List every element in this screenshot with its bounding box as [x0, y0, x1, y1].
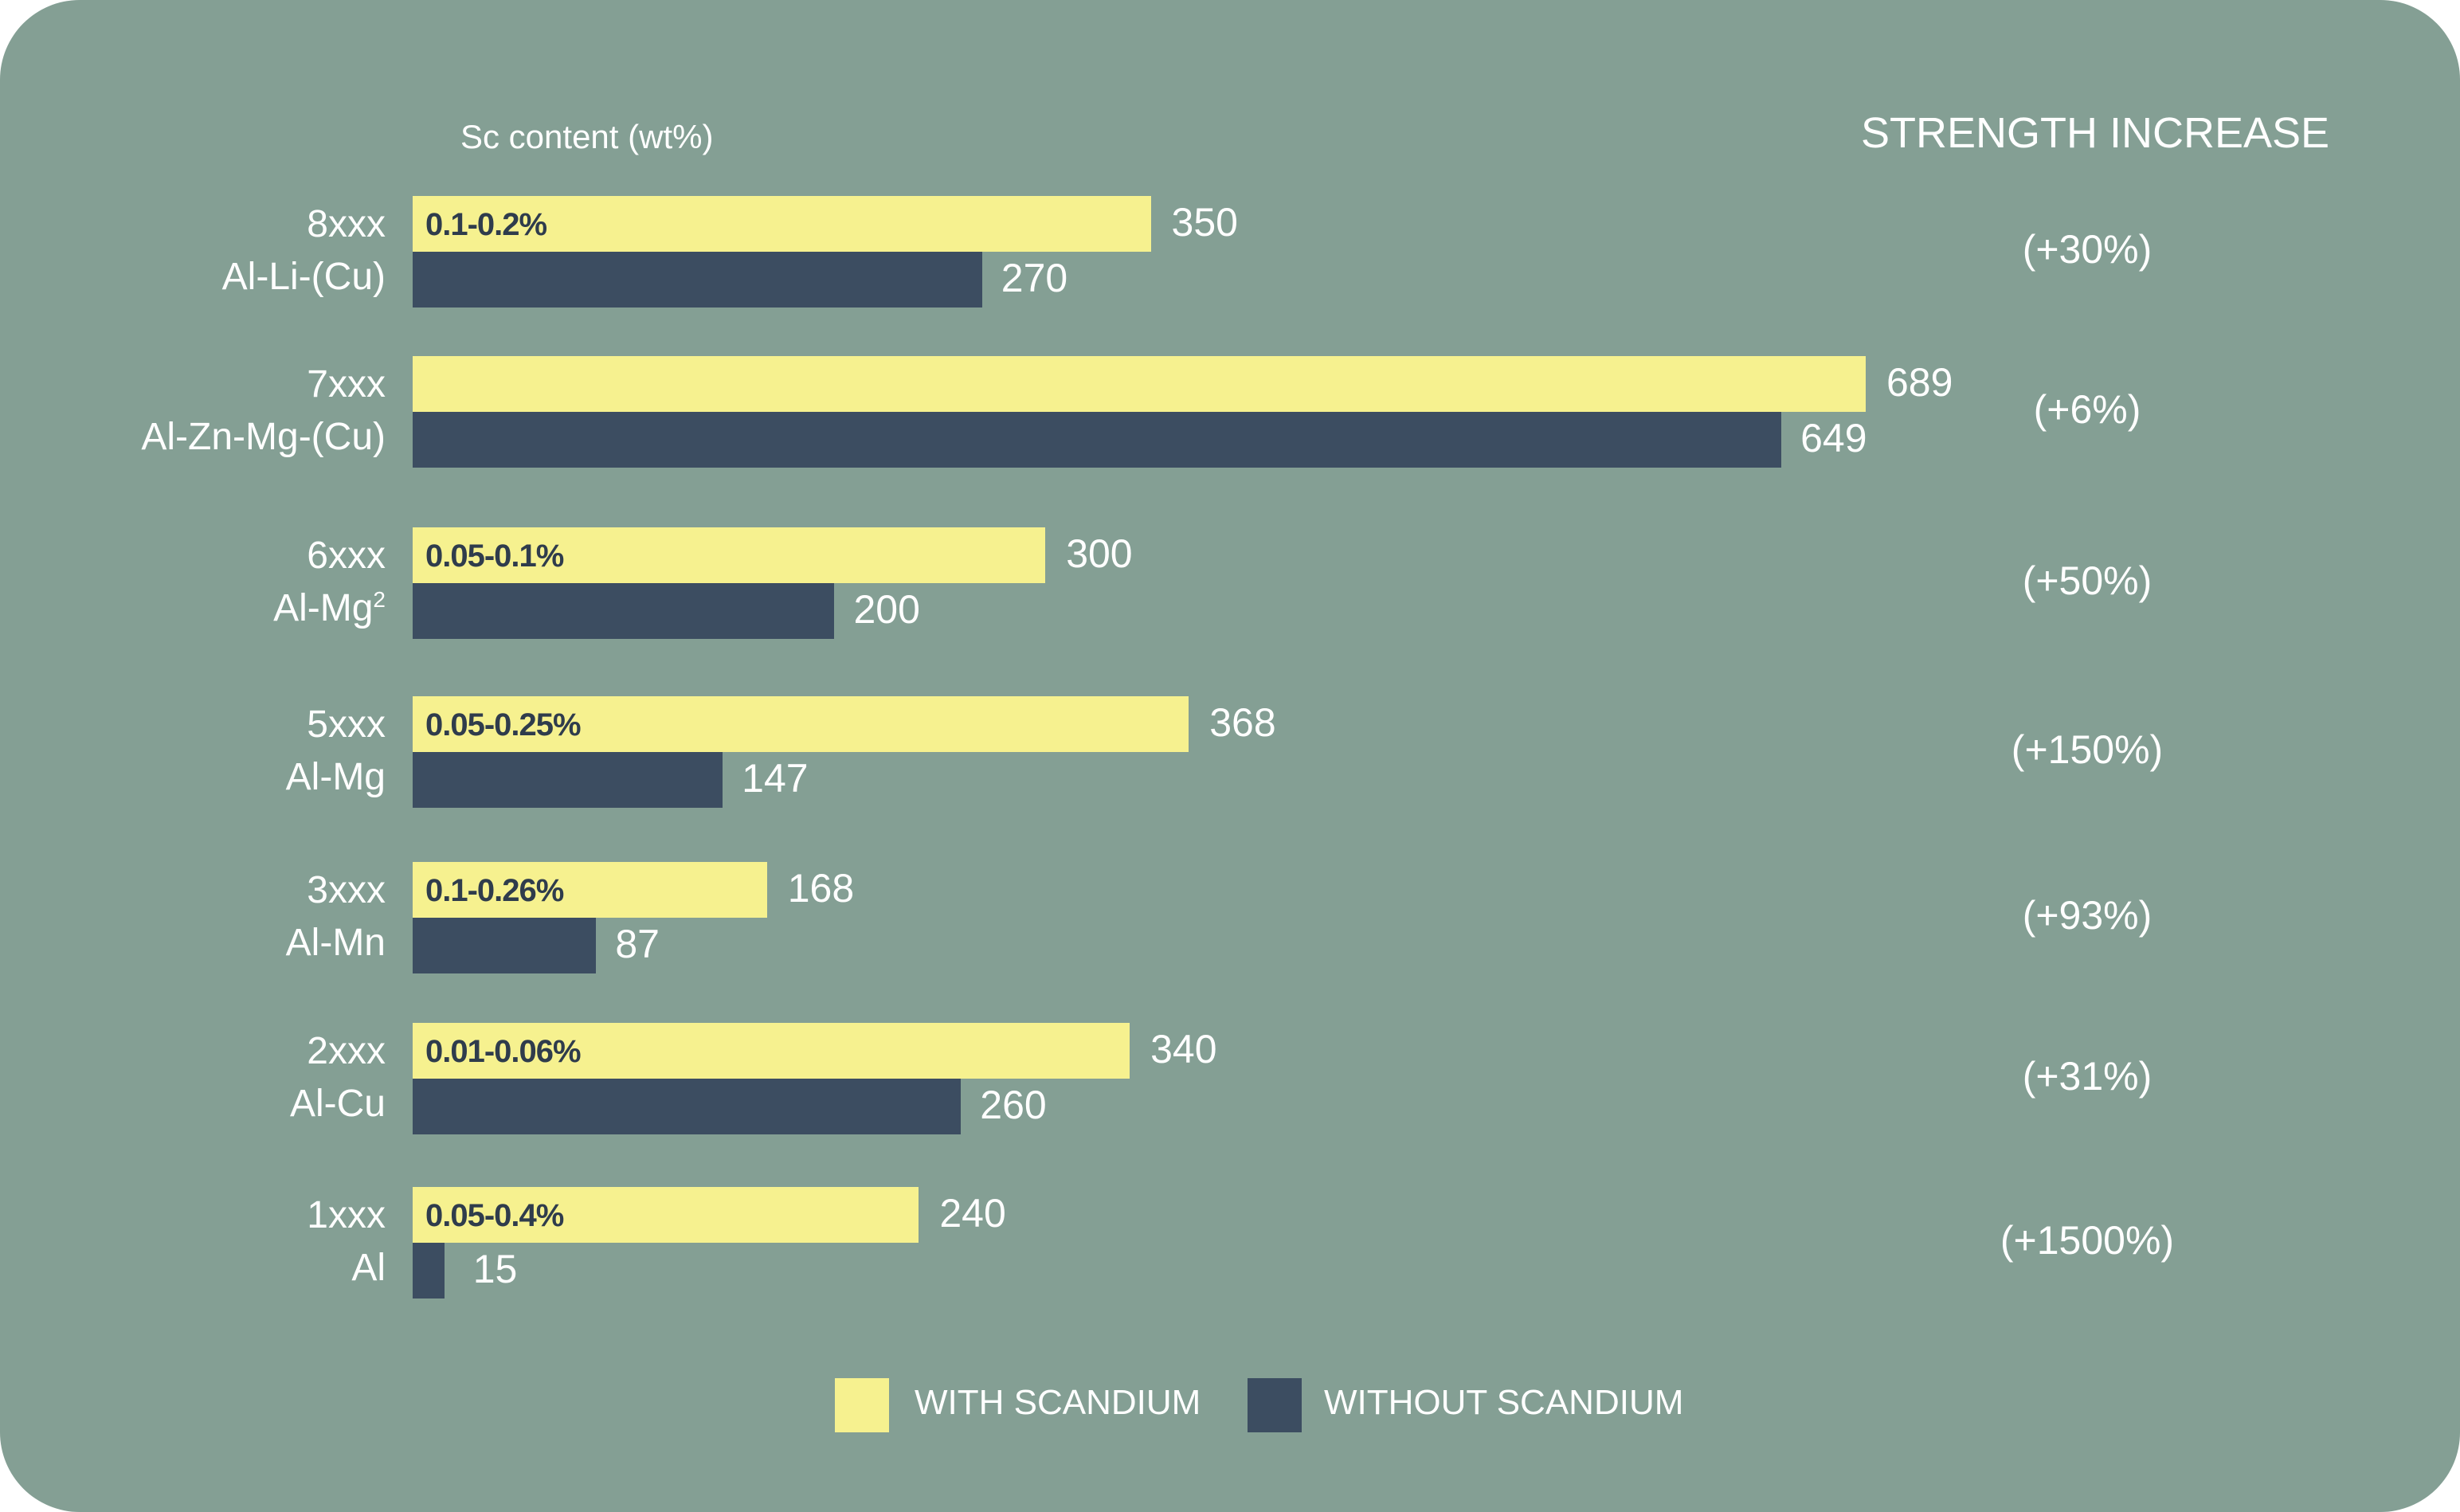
bar-without-3xxx	[413, 918, 597, 973]
category-name-1xxx: Al	[351, 1247, 386, 1289]
strength-increase-5xxx: (+150%)	[2011, 727, 2164, 772]
sc-content-1xxx: 0.05-0.4%	[425, 1198, 564, 1233]
bar-with-8xxx	[413, 196, 1151, 252]
value-without-7xxx: 649	[1800, 416, 1867, 460]
value-with-7xxx: 689	[1886, 360, 1953, 405]
sc-content-6xxx: 0.05-0.1%	[425, 539, 564, 574]
category-name-5xxx: Al-Mg	[285, 756, 386, 798]
legend-label-without: WITHOUT SCANDIUM	[1324, 1383, 1684, 1422]
strength-increase-3xxx: (+93%)	[2022, 893, 2152, 938]
strength-increase-header: STRENGTH INCREASE	[1861, 109, 2330, 157]
bar-without-1xxx	[413, 1243, 445, 1299]
sc-content-5xxx: 0.05-0.25%	[425, 707, 582, 742]
value-with-8xxx: 350	[1171, 200, 1238, 245]
value-without-2xxx: 260	[980, 1083, 1047, 1127]
sc-content-header: Sc content (wt%)	[460, 118, 714, 155]
bar-without-6xxx	[413, 583, 835, 639]
category-code-5xxx: 5xxx	[307, 703, 386, 746]
category-code-8xxx: 8xxx	[307, 203, 386, 245]
value-without-3xxx: 87	[615, 922, 660, 966]
category-code-3xxx: 3xxx	[307, 869, 386, 911]
strength-increase-8xxx: (+30%)	[2022, 227, 2152, 272]
bar-with-5xxx	[413, 696, 1189, 752]
strength-increase-7xxx: (+6%)	[2033, 387, 2141, 432]
category-code-1xxx: 1xxx	[307, 1194, 386, 1236]
category-name-2xxx: Al-Cu	[289, 1083, 386, 1125]
category-name-6xxx: Al-Mg2	[273, 587, 386, 629]
category-name-7xxx: Al-Zn-Mg-(Cu)	[141, 416, 386, 458]
category-name-sup-6xxx: 2	[373, 587, 386, 612]
value-with-6xxx: 300	[1066, 531, 1133, 576]
bar-with-6xxx	[413, 527, 1046, 583]
value-with-2xxx: 340	[1150, 1027, 1217, 1071]
bar-with-2xxx	[413, 1023, 1130, 1079]
category-code-2xxx: 2xxx	[307, 1030, 386, 1072]
bar-with-3xxx	[413, 862, 767, 918]
strength-increase-6xxx: (+50%)	[2022, 558, 2152, 603]
bar-with-7xxx	[413, 356, 1866, 412]
value-without-6xxx: 200	[853, 587, 920, 632]
legend-swatch-with	[835, 1378, 889, 1432]
bar-with-1xxx	[413, 1187, 919, 1243]
value-with-5xxx: 368	[1209, 700, 1276, 745]
bar-without-7xxx	[413, 412, 1782, 468]
value-with-1xxx: 240	[939, 1191, 1006, 1236]
category-name-3xxx: Al-Mn	[285, 922, 386, 964]
bar-without-2xxx	[413, 1079, 962, 1134]
value-without-8xxx: 270	[1001, 256, 1068, 300]
strength-increase-2xxx: (+31%)	[2022, 1054, 2152, 1099]
legend-swatch-without	[1248, 1378, 1302, 1432]
sc-content-3xxx: 0.1-0.26%	[425, 873, 564, 908]
category-name-8xxx: Al-Li-(Cu)	[221, 256, 386, 298]
sc-content-2xxx: 0.01-0.06%	[425, 1034, 582, 1069]
value-without-5xxx: 147	[742, 756, 809, 801]
sc-content-8xxx: 0.1-0.2%	[425, 207, 547, 242]
category-code-7xxx: 7xxx	[307, 363, 386, 405]
legend-label-with: WITH SCANDIUM	[915, 1383, 1201, 1422]
strength-increase-1xxx: (+1500%)	[2000, 1218, 2175, 1263]
value-with-3xxx: 168	[787, 866, 855, 911]
value-without-1xxx: 15	[472, 1247, 518, 1291]
category-code-6xxx: 6xxx	[307, 535, 386, 577]
bar-without-5xxx	[413, 752, 723, 808]
bar-without-8xxx	[413, 252, 982, 307]
